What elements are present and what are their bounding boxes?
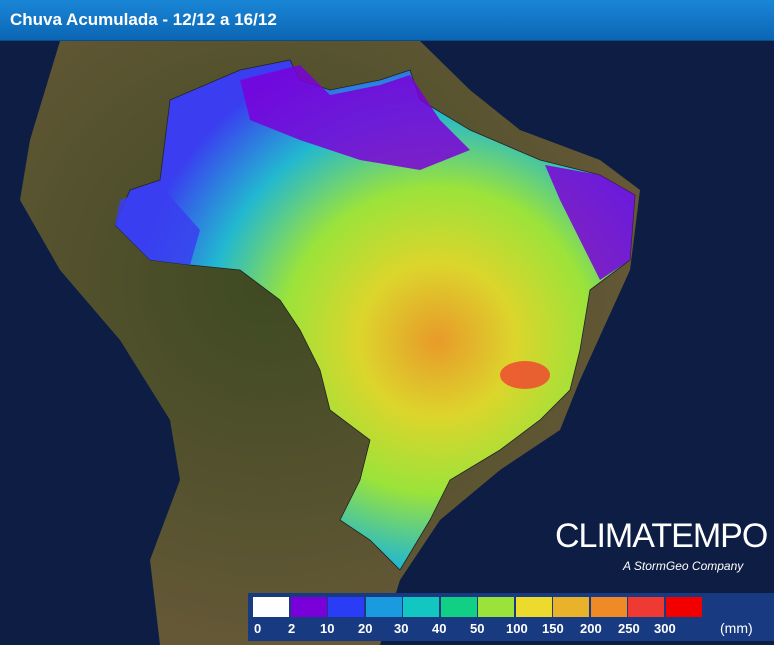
northeast-dry-zone (545, 165, 635, 280)
header-bar: Chuva Acumulada - 12/12 a 16/12 (0, 0, 774, 41)
brazil-rainfall (114, 59, 636, 571)
legend-swatch (403, 597, 439, 617)
logo-tagline: A StormGeo Company (623, 559, 744, 573)
legend-swatch (515, 597, 552, 617)
legend-label: 100 (506, 621, 528, 636)
legend-label: 0 (254, 621, 262, 636)
legend-swatch (328, 597, 364, 617)
rainfall-map (0, 41, 774, 645)
heavy-rain-zone (500, 361, 550, 389)
legend-swatch (440, 597, 477, 617)
legend-swatch (590, 597, 627, 617)
legend-swatch (290, 597, 327, 617)
color-legend: (mm) 0 2 10 20 30 40 50 100 150 200 250 300 (248, 593, 774, 641)
legend-label: 40 (432, 621, 447, 636)
legend-label: 300 (654, 621, 676, 636)
legend-label: 50 (470, 621, 485, 636)
legend-label: 20 (358, 621, 373, 636)
legend-swatch (553, 597, 589, 617)
north-dry-zone (240, 65, 470, 170)
west-dry-zone (115, 185, 200, 265)
legend-swatch (478, 597, 514, 617)
legend-label: 250 (618, 621, 640, 636)
legend-label: 200 (580, 621, 602, 636)
legend-swatch (253, 597, 289, 617)
legend-swatch (628, 597, 664, 617)
legend-label: 10 (320, 621, 335, 636)
legend-swatch (665, 597, 702, 617)
legend-unit: (mm) (720, 620, 753, 636)
legend-label: 150 (542, 621, 564, 636)
logo-wordmark: CLIMATEMPO (555, 517, 768, 555)
climatempo-logo: CLIMATEMPO A StormGeo Company (555, 517, 768, 573)
legend-label: 30 (394, 621, 409, 636)
map-title: Chuva Acumulada - 12/12 a 16/12 (10, 10, 277, 29)
legend-label: 2 (288, 621, 296, 636)
legend-swatch (365, 597, 402, 617)
